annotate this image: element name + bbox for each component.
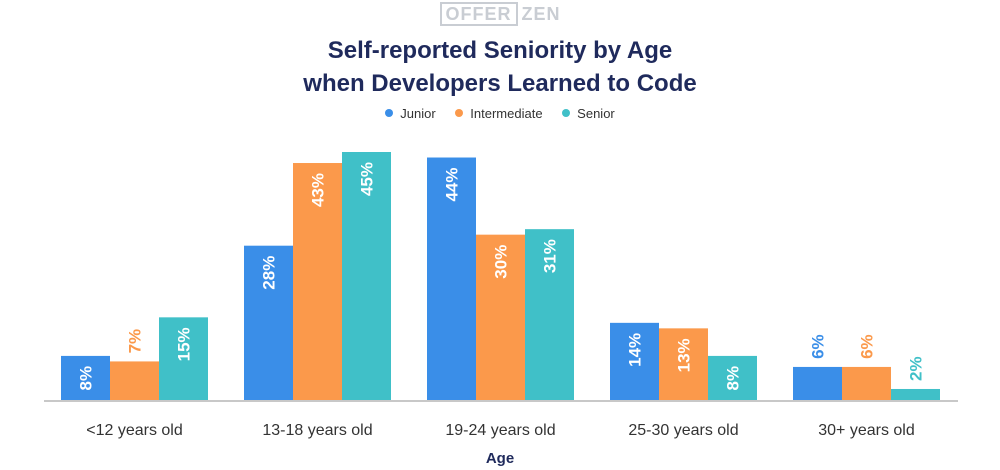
legend-item-intermediate: Intermediate bbox=[455, 106, 543, 121]
bar-senior-12-years-old bbox=[159, 317, 208, 400]
legend-label-senior: Senior bbox=[577, 106, 615, 121]
bar-value-label: 13% bbox=[675, 338, 694, 372]
bar-value-label: 6% bbox=[858, 334, 877, 359]
bar-value-label: 43% bbox=[309, 173, 328, 207]
bar-value-label: 28% bbox=[260, 256, 279, 290]
category-label: 30+ years old bbox=[818, 422, 915, 439]
bar-value-label: 6% bbox=[809, 334, 828, 359]
bar-junior-12-years-old bbox=[61, 355, 110, 400]
legend-label-junior: Junior bbox=[400, 106, 436, 121]
bar-value-label: 8% bbox=[724, 366, 743, 391]
bar-value-label: 44% bbox=[443, 168, 462, 202]
bar-value-label: 14% bbox=[626, 333, 645, 367]
bar-intermediate-19-24-years-old bbox=[476, 234, 525, 400]
category-label: 13-18 years old bbox=[262, 422, 372, 439]
legend-item-junior: Junior bbox=[385, 106, 436, 121]
bar-senior-19-24-years-old bbox=[525, 229, 574, 400]
bar-intermediate-25-30-years-old bbox=[659, 328, 708, 400]
logo-text-offer: OFFER bbox=[439, 2, 518, 26]
bar-junior-19-24-years-old bbox=[427, 157, 476, 400]
chart-title-line1: Self-reported Seniority by Age bbox=[327, 37, 673, 64]
bar-intermediate-30-years-old bbox=[842, 366, 891, 400]
legend-item-senior: Senior bbox=[562, 106, 615, 121]
bar-value-label: 45% bbox=[358, 162, 377, 196]
bar-junior-13-18-years-old bbox=[244, 245, 293, 400]
x-axis-label: Age bbox=[485, 450, 515, 467]
bar-value-label: 8% bbox=[77, 366, 96, 391]
category-label: 19-24 years old bbox=[445, 422, 555, 439]
bar-intermediate-13-18-years-old bbox=[293, 163, 342, 400]
bar-value-label: 7% bbox=[126, 329, 145, 354]
chart-title-line2: when Developers Learned to Code bbox=[303, 70, 697, 97]
bar-value-label: 15% bbox=[175, 327, 194, 361]
bar-senior-25-30-years-old bbox=[708, 355, 757, 400]
bar-senior-30-years-old bbox=[891, 388, 940, 400]
chart-legend: Junior Intermediate Senior bbox=[0, 106, 1000, 121]
bar-junior-25-30-years-old bbox=[610, 322, 659, 400]
bar-intermediate-12-years-old bbox=[110, 361, 159, 400]
offerzen-logo: OFFER ZEN bbox=[0, 2, 1000, 26]
bar-value-label: 2% bbox=[907, 356, 926, 381]
bar-senior-13-18-years-old bbox=[342, 152, 391, 400]
category-label: <12 years old bbox=[86, 422, 183, 439]
bar-junior-30-years-old bbox=[793, 366, 842, 400]
bar-value-label: 31% bbox=[541, 239, 560, 273]
logo-text-zen: ZEN bbox=[521, 4, 561, 24]
category-label: 25-30 years old bbox=[628, 422, 738, 439]
legend-dot-intermediate bbox=[455, 109, 464, 117]
legend-dot-senior bbox=[562, 109, 571, 117]
legend-label-intermediate: Intermediate bbox=[470, 106, 543, 121]
legend-dot-junior bbox=[385, 109, 394, 117]
chart-title: Self-reported Seniority by Age when Deve… bbox=[0, 34, 1000, 100]
bar-value-label: 30% bbox=[492, 245, 511, 279]
